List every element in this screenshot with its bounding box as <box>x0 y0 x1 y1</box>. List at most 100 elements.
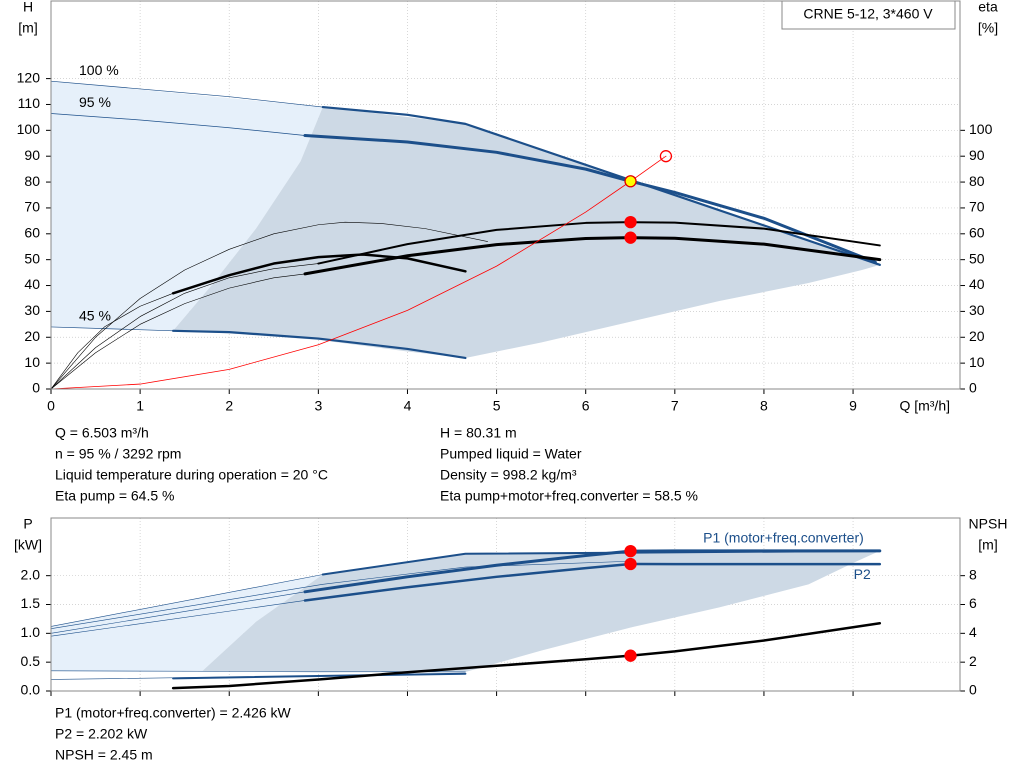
curve-label: 45 % <box>79 308 111 324</box>
curve <box>50 591 306 634</box>
y-axis-label: H <box>23 0 33 15</box>
curve-label: 100 % <box>79 62 119 78</box>
y-axis-label: [kW] <box>14 537 42 553</box>
info-text: Eta pump+motor+freq.converter = 58.5 % <box>440 488 698 504</box>
operating-point <box>624 231 637 244</box>
y-tick-label: 50 <box>24 250 40 266</box>
y-tick-label: 100 <box>17 121 41 137</box>
y-axis-label: P <box>23 516 32 532</box>
y-tick-label: 20 <box>24 328 40 344</box>
title-box <box>781 0 956 30</box>
y2-tick-label: 4 <box>969 624 977 640</box>
y-tick-label: 90 <box>24 147 40 163</box>
curve <box>50 221 488 390</box>
plot-area <box>50 1 960 390</box>
x-tick-label: 1 <box>136 398 144 414</box>
info-text: P2 = 2.202 kW <box>55 726 148 742</box>
curve <box>303 562 882 602</box>
info-text: Eta pump = 64.5 % <box>55 488 174 504</box>
y2-tick-label: 100 <box>969 121 993 137</box>
y2-tick-label: 80 <box>969 173 985 189</box>
y2-tick-label: 0 <box>969 380 977 396</box>
curve <box>171 253 467 295</box>
y2-tick-label: 6 <box>969 595 977 611</box>
x-tick-label: 5 <box>493 398 501 414</box>
curve <box>303 236 882 276</box>
operating-range-area <box>51 81 323 331</box>
curve <box>50 600 306 637</box>
y2-tick-label: 20 <box>969 328 985 344</box>
plot-frame <box>50 517 961 692</box>
operating-point <box>624 557 637 571</box>
y-tick-label: 1.0 <box>21 624 41 640</box>
y2-tick-label: 0 <box>969 682 977 698</box>
y-tick-label: 70 <box>24 199 40 215</box>
y2-tick-label: 40 <box>969 276 985 292</box>
curve-label: P1 (motor+freq.converter) <box>703 530 864 546</box>
x-axis-label: Q [m³/h] <box>899 398 950 414</box>
operating-range-area <box>173 107 880 358</box>
y-tick-label: 120 <box>17 69 41 85</box>
info-text: NPSH = 2.45 m <box>55 747 153 763</box>
y2-axis-label: eta <box>978 0 998 15</box>
curve <box>171 621 882 690</box>
curve <box>50 273 306 390</box>
y-tick-label: 0.0 <box>21 682 41 698</box>
info-text: Q = 6.503 m³/h <box>55 425 149 441</box>
y2-tick-label: 90 <box>969 147 985 163</box>
curve-label: 95 % <box>79 94 111 110</box>
curve <box>50 670 466 673</box>
operating-point <box>624 175 637 188</box>
curve <box>50 560 631 630</box>
y2-tick-label: 2 <box>969 653 977 669</box>
operating-point <box>624 649 637 662</box>
curve <box>172 672 467 680</box>
y-tick-label: 0.5 <box>21 653 41 669</box>
operating-point <box>659 150 673 163</box>
plot-area <box>50 518 960 692</box>
x-tick-label: 9 <box>849 398 857 414</box>
info-text: Density = 998.2 kg/m³ <box>440 467 577 483</box>
plot-frame <box>50 0 961 390</box>
curve <box>50 263 319 390</box>
curve <box>50 113 306 136</box>
info-text: Liquid temperature during operation = 20… <box>55 467 328 483</box>
curve <box>50 292 174 390</box>
y-tick-label: 40 <box>24 276 40 292</box>
info-text: Pumped liquid = Water <box>440 446 582 462</box>
operating-point <box>624 544 637 558</box>
curve <box>50 80 324 108</box>
curve <box>50 574 324 627</box>
x-tick-label: 3 <box>314 398 322 414</box>
info-text: P1 (motor+freq.converter) = 2.426 kW <box>55 705 292 721</box>
curve-label: P2 <box>854 566 871 582</box>
curve <box>303 134 877 264</box>
y-tick-label: 1.5 <box>21 595 41 611</box>
y-tick-label: 10 <box>24 354 40 370</box>
y2-axis-label: NPSH <box>969 516 1008 532</box>
x-tick-label: 7 <box>671 398 679 414</box>
curve <box>303 549 882 594</box>
curve <box>50 326 174 332</box>
y-tick-label: 80 <box>24 173 40 189</box>
y-axis-label: [m] <box>18 20 37 36</box>
x-tick-label: 4 <box>404 398 412 414</box>
y2-tick-label: 50 <box>969 250 985 266</box>
y2-tick-label: 70 <box>969 199 985 215</box>
curve <box>317 221 881 265</box>
y2-axis-label: [m] <box>978 537 997 553</box>
y-tick-label: 0 <box>32 380 40 396</box>
y2-tick-label: 10 <box>969 354 985 370</box>
info-text: H = 80.31 m <box>440 425 517 441</box>
operating-point <box>624 216 637 229</box>
x-tick-label: 2 <box>225 398 233 414</box>
y-tick-label: 30 <box>24 302 40 318</box>
y2-axis-label: [%] <box>978 20 998 36</box>
x-tick-label: 6 <box>582 398 590 414</box>
y2-tick-label: 8 <box>969 566 977 582</box>
y-tick-label: 60 <box>24 225 40 241</box>
x-tick-label: 8 <box>760 398 768 414</box>
x-tick-label: 0 <box>47 398 55 414</box>
operating-range-area <box>51 574 323 671</box>
